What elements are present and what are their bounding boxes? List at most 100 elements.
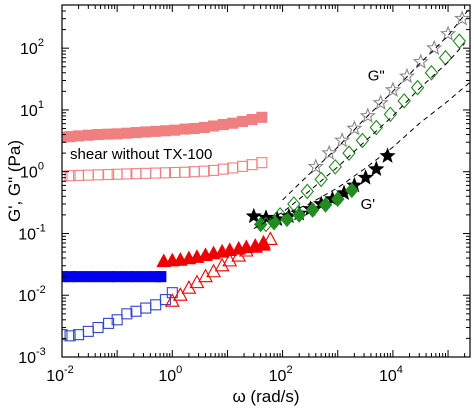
data-point-star: [307, 158, 324, 174]
data-point-square: [121, 271, 133, 283]
data-point-square: [82, 271, 94, 283]
data-point-square: [103, 168, 115, 181]
data-point-star: [321, 144, 338, 161]
data-point-triangle: [214, 257, 230, 272]
data-point-square: [140, 167, 152, 179]
data-point-star: [346, 119, 363, 136]
data-point-square: [246, 159, 258, 171]
data-point-square: [217, 163, 229, 175]
data-point-square: [64, 330, 76, 342]
data-point-square: [121, 127, 133, 139]
fit-line: [282, 7, 470, 201]
data-point-square: [103, 317, 115, 329]
data-point-star: [426, 39, 443, 56]
data-point-square: [169, 124, 181, 136]
plot-frame: [61, 4, 471, 358]
data-point-square: [159, 294, 171, 306]
fit-line: [253, 42, 466, 230]
series-1: [62, 157, 268, 182]
annotation-label: shear without TX-100: [70, 146, 212, 163]
data-point-star: [398, 67, 416, 84]
data-point-square: [208, 164, 220, 176]
series-2: [62, 271, 167, 283]
series-7: [307, 10, 470, 174]
data-point-square: [64, 170, 76, 182]
data-point-square: [140, 271, 152, 283]
y-tick-label: 102: [20, 37, 44, 58]
data-point-triangle: [172, 287, 188, 301]
data-point-square: [111, 314, 123, 326]
series-10: [282, 81, 470, 216]
data-point-diamond: [345, 182, 359, 199]
data-point-square: [92, 169, 104, 181]
data-point-diamond: [369, 119, 384, 136]
y-tick-label: 10-1: [18, 222, 46, 243]
data-point-square: [130, 168, 142, 180]
series-3: [62, 287, 178, 342]
data-point-square: [256, 111, 268, 123]
data-point-square: [188, 122, 200, 135]
data-point-star: [334, 131, 351, 148]
fit-line: [282, 81, 470, 216]
data-point-square: [198, 165, 210, 177]
data-point-diamond: [397, 93, 411, 109]
data-point-diamond: [300, 183, 314, 200]
data-point-square: [246, 113, 258, 126]
data-point-square: [179, 166, 191, 178]
data-point-diamond: [328, 158, 342, 175]
data-point-triangle: [231, 247, 247, 262]
data-point-square: [227, 117, 239, 129]
data-point-square: [256, 157, 268, 169]
data-point-square: [140, 126, 152, 138]
x-tick-label: 100: [158, 364, 182, 385]
data-point-square: [140, 302, 152, 314]
data-point-star: [439, 25, 457, 41]
data-point-star: [359, 107, 376, 123]
data-point-triangle: [262, 231, 278, 246]
series-6: [245, 147, 396, 227]
data-point-square: [130, 127, 142, 139]
data-point-star: [384, 81, 402, 97]
data-point-square: [150, 167, 162, 179]
data-point-diamond: [305, 202, 320, 218]
data-point-square: [62, 170, 68, 182]
data-point-square: [73, 271, 85, 283]
y-tick-label: 10-2: [18, 284, 46, 305]
x-axis-title: ω (rad/s): [232, 387, 299, 406]
data-point-square: [111, 128, 123, 140]
data-point-square: [227, 162, 239, 174]
data-point-star: [245, 207, 262, 224]
data-point-square: [121, 168, 133, 180]
data-point-diamond: [273, 207, 287, 223]
data-point-triangle: [256, 234, 271, 249]
y-tick-label: 100: [20, 161, 44, 182]
data-point-square: [92, 128, 104, 141]
data-point-square: [198, 121, 210, 134]
data-point-diamond: [342, 145, 356, 161]
data-point-square: [82, 129, 94, 141]
series-9: [259, 33, 467, 233]
data-point-diamond: [331, 191, 345, 207]
data-point-square: [237, 160, 249, 172]
data-point-square: [169, 166, 181, 179]
data-point-square: [155, 271, 167, 283]
series-0: [62, 111, 268, 143]
data-point-diamond: [314, 171, 328, 188]
data-point-diamond: [438, 49, 453, 66]
x-tick-label: 102: [269, 364, 293, 385]
data-point-square: [82, 169, 94, 181]
data-point-square: [62, 329, 68, 341]
data-point-diamond: [383, 106, 398, 123]
data-point-square: [166, 287, 178, 299]
data-point-square: [150, 125, 162, 137]
data-point-square: [130, 271, 142, 283]
data-point-diamond: [280, 211, 294, 228]
annotation-label: G': [361, 196, 376, 213]
annotation-label: G": [368, 67, 385, 84]
data-point-square: [208, 120, 220, 132]
series-11: [253, 42, 466, 230]
data-point-square: [159, 125, 171, 137]
data-point-diamond: [410, 79, 425, 96]
data-point-square: [188, 166, 200, 178]
